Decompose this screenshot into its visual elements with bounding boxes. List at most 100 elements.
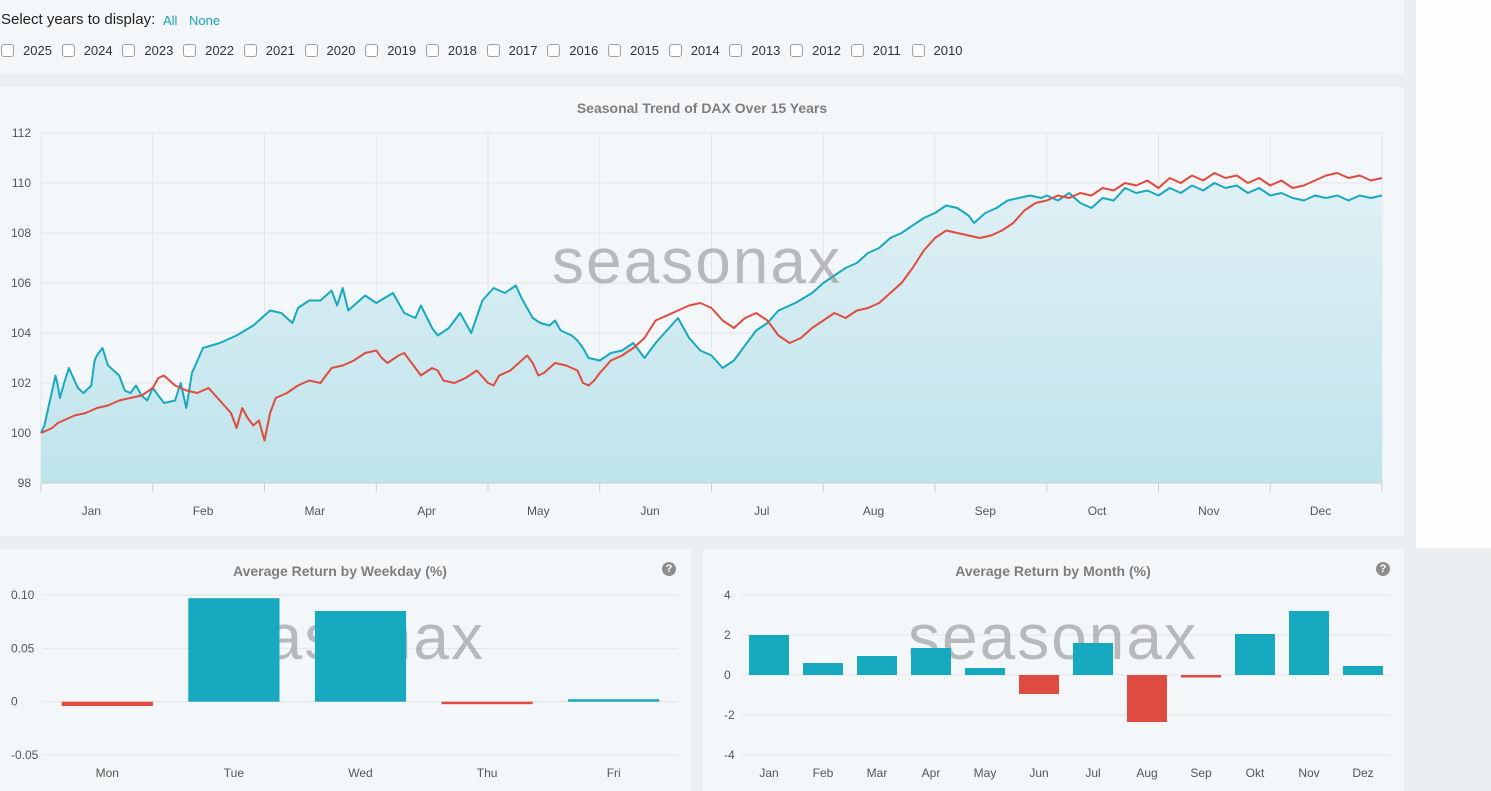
year-checkbox-2011[interactable]: 2011 bbox=[850, 41, 901, 59]
bar-wed[interactable] bbox=[314, 611, 407, 702]
y-tick-label: -4 bbox=[724, 748, 735, 762]
checkbox-icon[interactable] bbox=[1, 43, 14, 57]
month-help-icon[interactable]: ? bbox=[1376, 562, 1390, 576]
year-checkbox-2023[interactable]: 2023 bbox=[122, 41, 173, 59]
checkbox-icon[interactable] bbox=[304, 43, 318, 57]
bar-jun[interactable] bbox=[1019, 675, 1059, 694]
bar-jan[interactable] bbox=[749, 635, 789, 675]
checkbox-icon[interactable] bbox=[850, 43, 864, 57]
year-label: 2013 bbox=[751, 42, 781, 58]
month-chart-title: Average Return by Month (%) bbox=[955, 563, 1151, 579]
checkbox-icon[interactable] bbox=[61, 43, 75, 57]
y-tick-label: 106 bbox=[11, 276, 31, 290]
checkbox-icon[interactable] bbox=[122, 43, 136, 57]
y-tick-label: 0 bbox=[11, 695, 18, 709]
year-checkbox-2016[interactable]: 2016 bbox=[547, 41, 598, 59]
checkbox-icon[interactable] bbox=[243, 43, 257, 57]
select-all-link[interactable]: All bbox=[163, 13, 178, 28]
checkbox-icon[interactable] bbox=[608, 43, 621, 57]
x-tick-label: Feb bbox=[813, 766, 834, 780]
x-tick-label: Mon bbox=[96, 766, 119, 780]
checkbox-icon[interactable] bbox=[729, 43, 743, 57]
year-label: 2023 bbox=[144, 42, 174, 58]
bar-apr[interactable] bbox=[911, 648, 951, 675]
x-tick-label: Tue bbox=[224, 766, 245, 780]
year-checkbox-2010[interactable]: 2010 bbox=[911, 41, 963, 59]
y-tick-label: 0.10 bbox=[11, 588, 35, 602]
y-tick-label: -0.05 bbox=[11, 748, 39, 762]
x-tick-label: Jan bbox=[82, 504, 101, 518]
checkbox-icon[interactable] bbox=[183, 43, 197, 57]
x-tick-label: Fri bbox=[607, 766, 621, 780]
weekday-help-icon[interactable]: ? bbox=[662, 562, 676, 576]
seasonax-watermark-month: seasonax bbox=[908, 601, 1198, 673]
year-checkbox-2015[interactable]: 2015 bbox=[608, 41, 659, 59]
bar-fri[interactable] bbox=[568, 699, 660, 702]
year-label: 2011 bbox=[872, 42, 901, 58]
y-tick-label: 112 bbox=[12, 126, 31, 140]
x-tick-label: May bbox=[974, 766, 997, 780]
year-label: 2014 bbox=[690, 42, 720, 58]
year-checkbox-2025[interactable]: 2025 bbox=[1, 41, 52, 59]
x-tick-label: May bbox=[527, 504, 550, 518]
year-checkbox-2018[interactable]: 2018 bbox=[425, 41, 477, 59]
bar-mon[interactable] bbox=[61, 701, 153, 706]
checkbox-icon[interactable] bbox=[486, 43, 500, 57]
x-tick-label: Mar bbox=[867, 766, 888, 780]
year-label: 2010 bbox=[933, 42, 963, 58]
y-tick-label: 102 bbox=[11, 376, 31, 390]
year-label: 2020 bbox=[326, 42, 356, 58]
checkbox-icon[interactable] bbox=[668, 43, 682, 57]
right-sidebar-strip bbox=[1416, 0, 1491, 548]
x-tick-label: Jul bbox=[754, 504, 769, 518]
year-checkbox-2019[interactable]: 2019 bbox=[365, 41, 416, 59]
year-checkbox-2021[interactable]: 2021 bbox=[243, 41, 295, 59]
seasonal-trend-panel: Seasonal Trend of DAX Over 15 Years 98 10… bbox=[0, 87, 1404, 536]
seasonax-watermark: seasonax bbox=[552, 225, 842, 297]
year-label: 2019 bbox=[387, 42, 417, 58]
bar-feb[interactable] bbox=[803, 663, 843, 675]
year-label: 2012 bbox=[812, 42, 842, 58]
checkbox-icon[interactable] bbox=[365, 43, 379, 57]
bar-thu[interactable] bbox=[441, 701, 533, 705]
x-tick-label: Jan bbox=[759, 766, 778, 780]
checkbox-icon[interactable] bbox=[790, 43, 804, 57]
x-tick-label: Nov bbox=[1298, 766, 1319, 780]
y-tick-label: 2 bbox=[724, 628, 731, 642]
x-tick-label: Dez bbox=[1352, 766, 1373, 780]
select-none-link[interactable]: None bbox=[189, 13, 221, 28]
bar-aug[interactable] bbox=[1127, 675, 1167, 722]
bar-okt[interactable] bbox=[1235, 634, 1275, 675]
bar-mar[interactable] bbox=[857, 656, 897, 675]
year-checkbox-2014[interactable]: 2014 bbox=[668, 41, 720, 59]
bar-dez[interactable] bbox=[1343, 666, 1383, 675]
bar-jul[interactable] bbox=[1073, 643, 1113, 675]
year-label: 2018 bbox=[447, 42, 477, 58]
year-checkbox-2022[interactable]: 2022 bbox=[183, 41, 234, 59]
checkbox-icon[interactable] bbox=[425, 43, 439, 57]
y-tick-label: 4 bbox=[724, 588, 731, 602]
x-tick-label: Jun bbox=[1029, 766, 1048, 780]
checkbox-icon[interactable] bbox=[547, 43, 561, 57]
bar-nov[interactable] bbox=[1289, 611, 1329, 675]
x-tick-label: Wed bbox=[348, 766, 372, 780]
year-checkbox-2012[interactable]: 2012 bbox=[790, 41, 841, 59]
x-tick-label: Oct bbox=[1088, 504, 1107, 518]
bar-tue[interactable] bbox=[188, 598, 280, 702]
weekday-chart-title: Average Return by Weekday (%) bbox=[233, 563, 447, 579]
month-return-panel: Average Return by Month (%) ? seasonax 4… bbox=[703, 549, 1404, 791]
year-label: 2021 bbox=[265, 42, 295, 58]
year-checkbox-2017[interactable]: 2017 bbox=[486, 41, 538, 59]
year-checkbox-2013[interactable]: 2013 bbox=[729, 41, 780, 59]
bar-sep[interactable] bbox=[1181, 675, 1221, 678]
checkbox-icon[interactable] bbox=[911, 43, 925, 57]
year-checkbox-2024[interactable]: 2024 bbox=[61, 41, 113, 59]
year-label: 2017 bbox=[508, 42, 538, 58]
bar-may[interactable] bbox=[965, 668, 1005, 675]
x-tick-label: Apr bbox=[922, 766, 941, 780]
series-area-0 bbox=[41, 183, 1382, 483]
year-label: 2024 bbox=[83, 42, 113, 58]
year-checkbox-2020[interactable]: 2020 bbox=[304, 41, 356, 59]
x-tick-label: Feb bbox=[193, 504, 214, 518]
